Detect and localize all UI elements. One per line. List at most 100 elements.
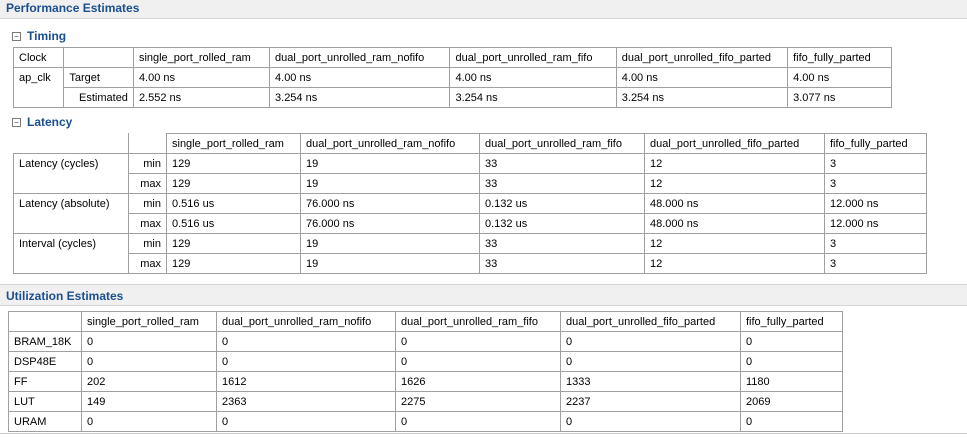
- utilization-cell: 1333: [560, 371, 741, 392]
- latency-group-blank: [13, 173, 129, 194]
- utilization-cell: 0: [560, 331, 741, 352]
- latency-group-label: Latency (cycles): [13, 153, 129, 174]
- latency-title: Latency: [27, 115, 73, 129]
- utilization-cell: 2363: [216, 391, 396, 412]
- utilization-cell: 149: [81, 391, 217, 412]
- utilization-column-header: dual_port_unrolled_ram_nofifo: [216, 311, 396, 332]
- latency-cell: 3: [824, 253, 927, 274]
- utilization-cell: 1180: [740, 371, 843, 392]
- latency-group-label: Latency (absolute): [13, 193, 129, 214]
- latency-cell: 48.000 ns: [644, 213, 825, 234]
- utilization-column-header: fifo_fully_parted: [740, 311, 843, 332]
- utilization-cell: 0: [216, 351, 396, 372]
- utilization-row: LUT 149 2363 2275 2237 2069: [8, 391, 843, 412]
- collapse-icon[interactable]: [12, 31, 21, 41]
- timing-title: Timing: [27, 29, 67, 43]
- latency-cell: 12: [644, 253, 825, 274]
- resource-label: LUT: [8, 391, 82, 412]
- utilization-estimates-title: Utilization Estimates: [6, 289, 124, 303]
- utilization-cell: 1626: [395, 371, 561, 392]
- bottom-divider: [0, 433, 967, 434]
- performance-header-band: [0, 0, 967, 19]
- timing-row-estimated: Estimated 2.552 ns 3.254 ns 3.254 ns 3.2…: [12, 87, 892, 108]
- latency-cell: 12.000 ns: [824, 193, 927, 214]
- latency-row: Latency (cycles) min 129 19 33 12 3: [13, 153, 927, 174]
- resource-label: BRAM_18K: [8, 331, 82, 352]
- collapse-icon[interactable]: [12, 117, 21, 127]
- utilization-cell: 0: [81, 351, 217, 372]
- latency-cell: 19: [300, 253, 480, 274]
- utilization-header-row: single_port_rolled_ram dual_port_unrolle…: [8, 311, 843, 332]
- utilization-row: DSP48E 0 0 0 0 0: [8, 351, 843, 372]
- timing-row-label: Target: [63, 67, 134, 88]
- latency-sub-label: min: [128, 193, 167, 214]
- utilization-cell: 0: [740, 331, 843, 352]
- latency-cell: 12: [644, 153, 825, 174]
- timing-cell: 4.00 ns: [449, 67, 617, 88]
- utilization-cell: 2237: [560, 391, 741, 412]
- utilization-cell: 0: [216, 331, 396, 352]
- latency-cell: 129: [166, 253, 301, 274]
- timing-column-header: dual_port_unrolled_fifo_parted: [615, 47, 789, 68]
- latency-blank-header: [13, 133, 129, 154]
- latency-cell: 76.000 ns: [300, 193, 480, 214]
- latency-cell: 0.516 us: [166, 193, 301, 214]
- latency-row: max 129 19 33 12 3: [13, 173, 927, 194]
- latency-blank-header: [128, 133, 167, 154]
- utilization-table: single_port_rolled_ram dual_port_unrolle…: [8, 311, 843, 432]
- utilization-blank-header: [8, 311, 82, 332]
- timing-cell: 3.254 ns: [449, 87, 617, 108]
- latency-cell: 3: [824, 153, 927, 174]
- utilization-cell: 0: [560, 411, 741, 432]
- timing-column-header: single_port_rolled_ram: [132, 47, 271, 68]
- timing-cell: 3.077 ns: [787, 87, 892, 108]
- timing-cell: 4.00 ns: [787, 67, 892, 88]
- utilization-cell: 0: [740, 411, 843, 432]
- resource-label: DSP48E: [8, 351, 82, 372]
- utilization-cell: 0: [81, 411, 217, 432]
- timing-cell: 3.254 ns: [615, 87, 789, 108]
- utilization-cell: 0: [740, 351, 843, 372]
- latency-cell: 19: [300, 233, 480, 254]
- latency-cell: 129: [166, 153, 301, 174]
- timing-cell: 4.00 ns: [269, 67, 451, 88]
- timing-column-header: dual_port_unrolled_ram_fifo: [449, 47, 617, 68]
- latency-sub-label: max: [128, 173, 167, 194]
- latency-group-label: Interval (cycles): [13, 233, 129, 254]
- latency-column-header: dual_port_unrolled_fifo_parted: [644, 133, 825, 154]
- latency-group-blank: [13, 253, 129, 274]
- timing-corner-label: Clock: [12, 47, 65, 68]
- latency-sub-label: min: [128, 153, 167, 174]
- latency-cell: 3: [824, 173, 927, 194]
- utilization-cell: 0: [81, 331, 217, 352]
- latency-cell: 48.000 ns: [644, 193, 825, 214]
- utilization-cell: 0: [395, 411, 561, 432]
- latency-section-header[interactable]: Latency: [12, 115, 72, 129]
- timing-row-target: ap_clk Target 4.00 ns 4.00 ns 4.00 ns 4.…: [12, 67, 892, 88]
- utilization-cell: 2275: [395, 391, 561, 412]
- performance-estimates-title: Performance Estimates: [6, 1, 140, 15]
- timing-row-label: Estimated: [63, 87, 134, 108]
- latency-cell: 12: [644, 173, 825, 194]
- timing-section-header[interactable]: Timing: [12, 29, 66, 43]
- latency-row: Latency (absolute) min 0.516 us 76.000 n…: [13, 193, 927, 214]
- latency-cell: 19: [300, 153, 480, 174]
- clock-blank-cell: [12, 87, 65, 108]
- timing-table: Clock single_port_rolled_ram dual_port_u…: [12, 47, 892, 108]
- utilization-cell: 0: [560, 351, 741, 372]
- clock-name: ap_clk: [12, 67, 65, 88]
- timing-column-header: fifo_fully_parted: [787, 47, 892, 68]
- latency-cell: 129: [166, 173, 301, 194]
- utilization-column-header: dual_port_unrolled_fifo_parted: [560, 311, 741, 332]
- latency-header-row: single_port_rolled_ram dual_port_unrolle…: [13, 133, 927, 154]
- latency-sub-label: max: [128, 213, 167, 234]
- latency-sub-label: max: [128, 253, 167, 274]
- utilization-column-header: single_port_rolled_ram: [81, 311, 217, 332]
- latency-cell: 33: [479, 253, 645, 274]
- utilization-row: FF 202 1612 1626 1333 1180: [8, 371, 843, 392]
- latency-cell: 3: [824, 233, 927, 254]
- latency-row: max 0.516 us 76.000 ns 0.132 us 48.000 n…: [13, 213, 927, 234]
- latency-sub-label: min: [128, 233, 167, 254]
- latency-cell: 0.132 us: [479, 193, 645, 214]
- timing-cell: 2.552 ns: [132, 87, 271, 108]
